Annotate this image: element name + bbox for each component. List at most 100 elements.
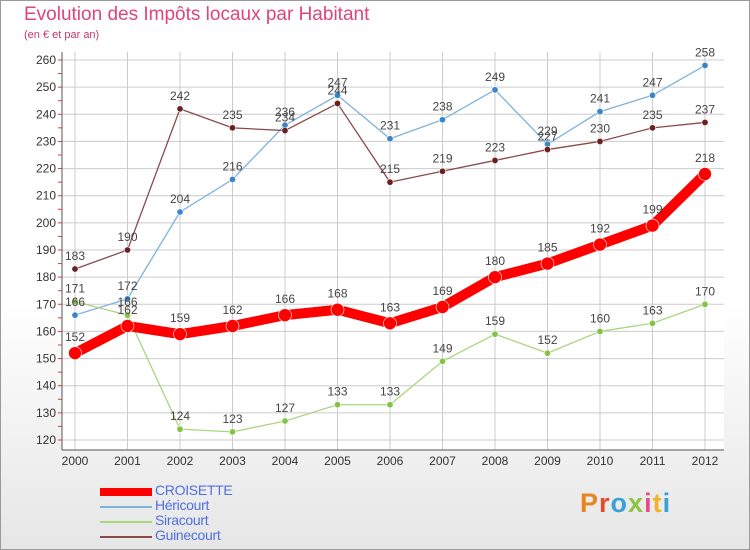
logo-letter: o <box>610 488 629 518</box>
data-label-siracourt: 170 <box>695 284 715 298</box>
y-tick-label: 170 <box>36 297 56 311</box>
chart-title: Evolution des Impôts locaux par Habitant <box>24 4 370 25</box>
y-tick-label: 200 <box>36 216 56 230</box>
data-point-siracourt <box>229 428 237 436</box>
data-label-croisette: 185 <box>537 241 557 255</box>
data-point-guinecourt <box>124 246 132 254</box>
data-label-guinecourt: 190 <box>117 230 137 244</box>
data-point-croisette <box>593 237 607 252</box>
y-tick-label: 160 <box>36 324 56 338</box>
data-point-croisette <box>68 346 82 360</box>
y-tick-label: 150 <box>36 352 56 366</box>
data-label-siracourt: 163 <box>642 303 662 317</box>
data-point-héricourt <box>333 91 341 99</box>
y-tick-label: 190 <box>36 243 56 257</box>
data-label-croisette: 169 <box>432 284 452 298</box>
data-point-guinecourt <box>176 105 184 113</box>
data-point-croisette <box>120 319 135 333</box>
data-label-guinecourt: 227 <box>537 130 557 144</box>
data-point-siracourt <box>71 298 79 306</box>
data-label-héricourt: 172 <box>117 279 137 293</box>
data-point-héricourt <box>596 108 604 116</box>
y-tick-label: 180 <box>36 270 56 284</box>
x-tick-label: 2006 <box>377 454 404 468</box>
data-point-siracourt <box>176 425 184 433</box>
data-point-héricourt <box>124 295 132 303</box>
data-point-héricourt <box>176 208 184 216</box>
legend-swatch <box>100 536 152 538</box>
data-point-siracourt <box>596 327 604 335</box>
data-point-siracourt <box>701 300 709 308</box>
data-point-croisette <box>488 270 502 284</box>
data-label-guinecourt: 219 <box>432 151 452 165</box>
x-tick-label: 2011 <box>640 454 666 468</box>
data-label-héricourt: 229 <box>537 124 557 138</box>
logo-letter: t <box>652 488 663 518</box>
data-point-guinecourt <box>701 118 709 126</box>
data-point-guinecourt <box>333 99 341 107</box>
data-point-croisette <box>698 167 712 181</box>
data-point-guinecourt <box>491 156 499 164</box>
legend-label: Guinecourt <box>155 527 221 543</box>
data-label-siracourt: 149 <box>432 341 452 355</box>
data-label-héricourt: 231 <box>380 119 400 133</box>
data-label-croisette: 163 <box>380 300 400 314</box>
y-tick-label: 250 <box>36 80 56 94</box>
data-point-héricourt <box>71 311 79 319</box>
data-point-croisette <box>173 327 187 341</box>
logo-letter: i <box>644 488 653 518</box>
data-label-siracourt: 160 <box>590 311 610 325</box>
x-tick-label: 2001 <box>114 454 141 468</box>
data-label-siracourt: 124 <box>170 409 190 423</box>
x-tick-label: 2007 <box>429 454 456 468</box>
data-label-croisette: 199 <box>642 203 662 217</box>
data-point-héricourt <box>491 86 499 94</box>
y-tick-label: 120 <box>36 433 56 447</box>
data-label-croisette: 180 <box>485 254 505 268</box>
data-point-guinecourt <box>71 265 79 273</box>
data-label-siracourt: 133 <box>380 385 400 399</box>
data-point-siracourt <box>543 349 551 357</box>
y-tick-label: 260 <box>36 53 56 67</box>
data-point-croisette <box>540 256 555 271</box>
data-label-croisette: 168 <box>327 287 347 301</box>
data-point-guinecourt <box>596 137 604 145</box>
data-point-guinecourt <box>648 124 656 132</box>
legend-label: Héricourt <box>155 497 210 513</box>
legend-label: Siracourt <box>155 512 209 528</box>
x-tick-label: 2000 <box>62 454 89 468</box>
x-tick-label: 2005 <box>324 454 351 468</box>
data-label-croisette: 162 <box>222 303 242 317</box>
data-label-croisette: 159 <box>170 311 190 325</box>
data-label-siracourt: 152 <box>537 333 557 347</box>
data-label-héricourt: 236 <box>275 105 295 119</box>
data-point-siracourt <box>386 401 394 409</box>
data-label-croisette: 152 <box>65 330 85 344</box>
data-label-héricourt: 241 <box>590 92 610 106</box>
data-label-croisette: 162 <box>117 303 137 317</box>
x-tick-label: 2003 <box>219 454 246 468</box>
logo-letter: r <box>599 488 611 518</box>
data-label-siracourt: 159 <box>485 314 505 328</box>
plot-area <box>62 52 724 450</box>
y-tick-label: 240 <box>36 107 56 121</box>
data-label-héricourt: 166 <box>65 295 85 309</box>
data-point-guinecourt <box>281 127 289 135</box>
data-point-siracourt <box>333 401 341 409</box>
data-label-guinecourt: 183 <box>65 249 85 263</box>
data-label-héricourt: 204 <box>170 192 190 206</box>
data-label-héricourt: 258 <box>695 45 715 59</box>
data-point-guinecourt <box>543 146 551 154</box>
data-label-guinecourt: 223 <box>485 140 505 154</box>
data-label-guinecourt: 242 <box>170 89 190 103</box>
data-label-croisette: 192 <box>590 222 610 236</box>
logo-letter: P <box>580 488 600 518</box>
legend-label: CROISETTE <box>155 482 233 498</box>
data-label-guinecourt: 215 <box>380 162 400 176</box>
logo-letter: x <box>628 488 645 518</box>
data-label-héricourt: 238 <box>432 100 452 114</box>
proxiti-logo: Proxiti <box>580 488 671 519</box>
data-label-héricourt: 249 <box>485 70 505 84</box>
legend-swatch <box>100 506 152 508</box>
data-point-guinecourt <box>438 167 446 175</box>
